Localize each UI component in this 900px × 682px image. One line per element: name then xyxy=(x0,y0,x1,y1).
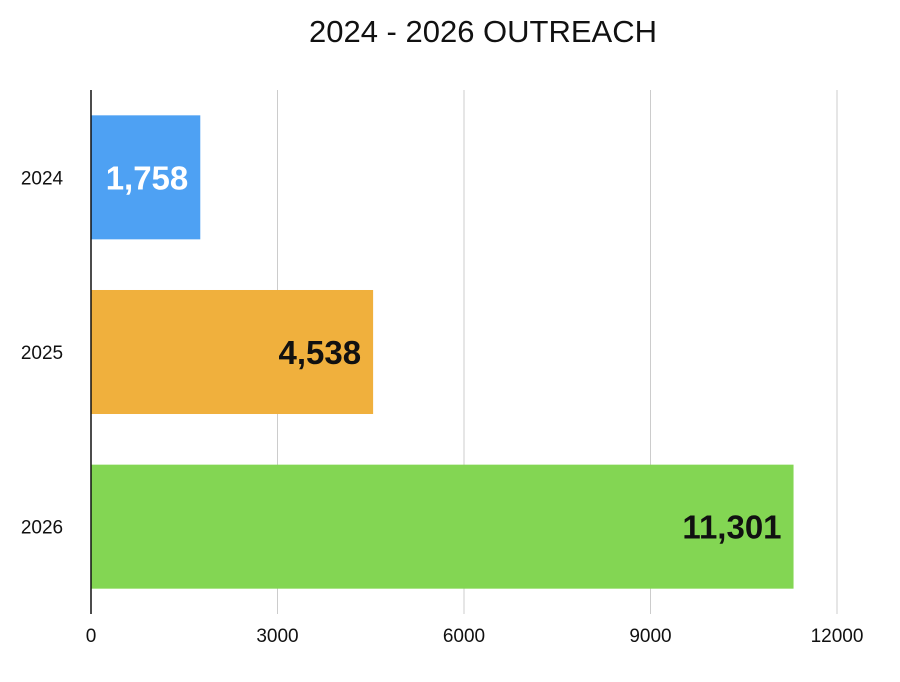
chart-title: 2024 - 2026 OUTREACH xyxy=(309,14,657,49)
category-label-2024: 2024 xyxy=(21,168,64,189)
bar-2025 xyxy=(91,289,374,415)
data-label-2024: 1,758 xyxy=(106,159,189,196)
category-label-2026: 2026 xyxy=(21,518,63,539)
x-tick-label: 12000 xyxy=(811,626,864,647)
x-axis-ticks: 0 3000 6000 9000 12000 xyxy=(86,626,864,647)
x-tick-label: 6000 xyxy=(443,626,485,647)
x-tick-label: 9000 xyxy=(629,626,671,647)
x-tick-label: 3000 xyxy=(256,626,298,647)
category-label-2025: 2025 xyxy=(21,343,63,364)
x-tick-label: 0 xyxy=(86,626,97,647)
bars: 1,758 4,538 11,301 xyxy=(91,115,794,589)
y-axis-categories: 2024 2025 2026 xyxy=(21,168,64,538)
bar-2024 xyxy=(91,115,201,240)
data-label-2026: 11,301 xyxy=(682,509,781,546)
data-label-2025: 4,538 xyxy=(279,334,362,371)
bar-2026 xyxy=(91,464,794,589)
